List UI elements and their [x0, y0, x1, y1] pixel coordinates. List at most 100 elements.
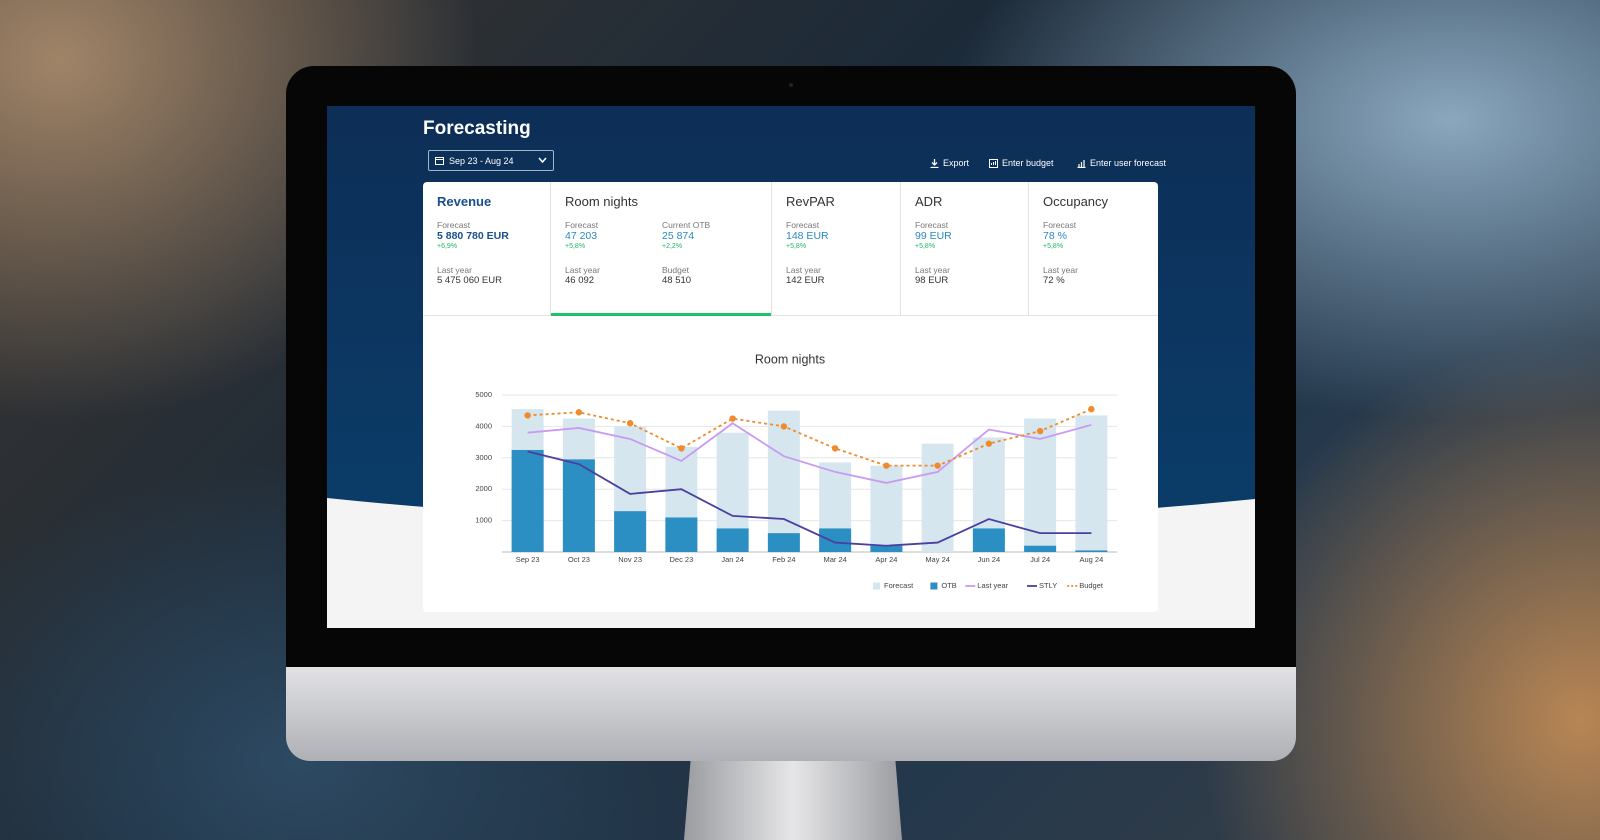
kpi-label: Current OTB [662, 220, 711, 230]
bar [767, 410, 800, 552]
legend-label[interactable]: Forecast [884, 581, 914, 590]
bar [511, 449, 544, 552]
chart: Room nights 1000 2000 3000 4000 5000 Sep 23 Oc… [475, 352, 1117, 590]
kpi-label: Last year [437, 265, 472, 275]
budget-button[interactable]: Enter budget [989, 158, 1054, 168]
page-title: Forecasting [423, 118, 531, 139]
bar [870, 465, 903, 552]
legend-label[interactable]: STLY [1039, 581, 1057, 590]
point [575, 409, 583, 416]
legend-swatch [873, 582, 880, 590]
kpi-value: 5 880 780 EUR [437, 230, 509, 242]
kpi-label: Last year [786, 265, 821, 275]
screen: Forecasting Sep 23 - Aug 24 Export Enter… [327, 106, 1255, 628]
kpi-label: Forecast [786, 220, 820, 230]
chart-title: Room nights [755, 352, 825, 366]
y-tick-label: 5000 [475, 390, 492, 399]
bar [562, 459, 595, 552]
kpi-card[interactable]: Room nights Forecast 47 203 +5,8% Current OT… [551, 182, 772, 316]
kpi-label: Last year [565, 265, 600, 275]
point [626, 420, 634, 427]
bar [1075, 415, 1108, 552]
forecast-icon [1077, 159, 1086, 168]
legend-label[interactable]: Budget [1079, 581, 1104, 590]
kpi-label: Forecast [565, 220, 599, 230]
kpi-value: 47 203 [565, 230, 598, 242]
active-tab-indicator [551, 313, 771, 316]
bar [1075, 550, 1108, 552]
kpi-value: 72 % [1043, 275, 1065, 286]
y-tick-label: 1000 [475, 516, 492, 525]
kpi-label: Budget [662, 265, 689, 275]
kpi-cards: Revenue Forecast 5 880 780 EUR +6,9% Last ye… [423, 182, 1158, 316]
budget-icon [989, 158, 998, 168]
kpi-title: Occupancy [1043, 194, 1109, 209]
kpi-card[interactable]: ADR Forecast 99 EUR +5,8% Last year 98 EUR [901, 182, 1029, 315]
kpi-value: 98 EUR [915, 275, 949, 286]
kpi-change: +6,9% [437, 243, 458, 250]
x-tick-label: Mar 24 [823, 555, 846, 564]
point [985, 440, 993, 447]
bar [1024, 545, 1057, 552]
kpi-value: 46 092 [565, 275, 595, 286]
chevron [538, 157, 547, 164]
point [1036, 427, 1044, 435]
point [1088, 405, 1095, 413]
x-tick-label: Sep 23 [516, 555, 540, 564]
kpi-value: 148 EUR [786, 230, 829, 242]
x-tick-label: Oct 23 [568, 555, 590, 564]
y-tick-label: 3000 [475, 453, 492, 462]
kpi-label: Forecast [437, 220, 471, 230]
kpi-value: 48 510 [662, 275, 692, 286]
legend-label[interactable]: Last year [977, 581, 1008, 590]
bar [665, 517, 698, 552]
date-picker[interactable]: Sep 23 - Aug 24 [428, 150, 554, 171]
kpi-title: RevPAR [786, 194, 835, 209]
point [729, 415, 736, 422]
kpi-title: Room nights [565, 194, 638, 209]
kpi-change: +5,8% [915, 243, 936, 250]
point [831, 445, 839, 452]
line [527, 450, 1092, 547]
action-label: Export [943, 158, 970, 168]
kpi-label: Last year [1043, 265, 1078, 275]
kpi-change: +2,2% [662, 243, 683, 250]
kpi-card[interactable]: RevPAR Forecast 148 EUR +5,8% Last year 142 E… [772, 182, 901, 315]
line [527, 422, 1092, 484]
kpi-value: 5 475 060 EUR [437, 275, 502, 286]
point [678, 445, 685, 452]
kpi-value: 99 EUR [915, 230, 952, 242]
kpi-value: 25 874 [662, 230, 695, 242]
kpi-title: Revenue [437, 194, 492, 209]
x-tick-label: Aug 24 [1079, 555, 1103, 564]
kpi-card[interactable]: Occupancy Forecast 78 % +5,8% Last year 72 % [1029, 182, 1158, 315]
point [883, 462, 890, 469]
kpi-change: +5,8% [786, 243, 807, 250]
kpi-card[interactable]: Revenue Forecast 5 880 780 EUR +6,9% Last ye… [423, 182, 551, 315]
x-tick-label: Feb 24 [772, 555, 795, 564]
x-tick-label: Dec 23 [669, 555, 693, 564]
legend-swatch [930, 582, 938, 590]
bar [614, 511, 647, 552]
bar [716, 528, 749, 552]
x-tick-label: May 24 [925, 555, 950, 564]
calendar-icon [435, 157, 444, 165]
monitor-stand [684, 761, 902, 840]
y-tick-label: 4000 [475, 421, 492, 430]
kpi-value: 142 EUR [786, 275, 825, 286]
action-label: Enter budget [1002, 158, 1054, 168]
x-tick-label: Jan 24 [721, 555, 744, 564]
chart-panel: Room nights 1000 2000 3000 4000 5000 Sep 23 Oc… [423, 316, 1158, 612]
kpi-label: Forecast [1043, 220, 1077, 230]
export-button[interactable]: Export [930, 158, 969, 168]
y-tick-label: 2000 [475, 484, 492, 493]
user-forecast-button[interactable]: Enter user forecast [1077, 158, 1166, 168]
legend-label[interactable]: OTB [941, 581, 956, 590]
x-tick-label: Jul 24 [1030, 555, 1050, 564]
bar [972, 528, 1005, 552]
action-label: Enter user forecast [1090, 158, 1167, 168]
kpi-change: +5,8% [565, 243, 586, 250]
point [934, 462, 941, 469]
line [527, 408, 1092, 467]
